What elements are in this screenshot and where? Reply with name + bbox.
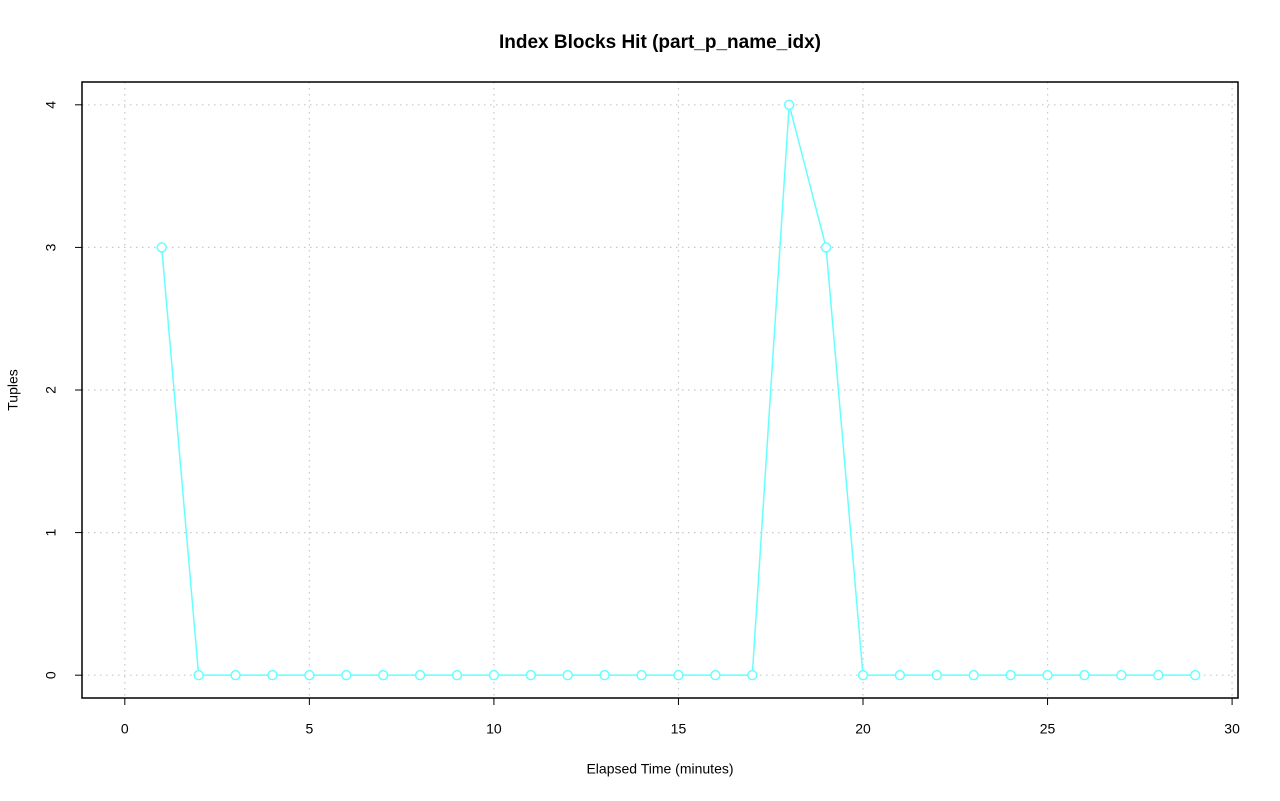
data-point: [193, 669, 204, 681]
x-tick-label: 30: [1224, 721, 1240, 737]
data-point: [747, 669, 758, 681]
x-axis-label: Elapsed Time (minutes): [586, 761, 733, 777]
data-point: [377, 669, 389, 681]
data-point: [562, 669, 573, 681]
data-point: [673, 669, 684, 681]
data-point: [710, 669, 721, 681]
data-point: [1189, 669, 1201, 681]
y-tick-label: 3: [43, 243, 59, 251]
data-point: [894, 669, 906, 681]
data-point: [968, 669, 979, 681]
data-point: [341, 669, 352, 681]
data-point: [599, 669, 610, 681]
y-tick-label: 2: [43, 386, 59, 394]
x-tick-label: 10: [486, 721, 502, 737]
y-tick-label: 4: [43, 101, 59, 109]
data-point: [1042, 669, 1053, 681]
data-point: [156, 242, 167, 253]
data-point: [525, 669, 537, 681]
data-point: [1153, 669, 1164, 681]
y-tick-label: 1: [43, 528, 59, 536]
data-point: [451, 669, 463, 681]
x-tick-label: 25: [1040, 721, 1056, 737]
data-point: [488, 669, 500, 681]
plot-frame: [81, 81, 1239, 699]
data-point: [230, 669, 241, 681]
y-tick-label: 0: [43, 671, 59, 679]
x-tick-label: 20: [855, 721, 871, 737]
data-point: [636, 669, 647, 681]
data-point: [1079, 669, 1090, 681]
x-tick-label: 5: [305, 721, 313, 737]
x-tick-label: 0: [121, 721, 129, 737]
data-point: [820, 242, 832, 253]
data-point: [304, 669, 315, 681]
data-point: [857, 669, 869, 681]
data-point: [414, 669, 426, 681]
data-point: [931, 669, 943, 681]
data-point: [267, 669, 278, 681]
data-point: [1116, 669, 1127, 681]
chart-title: Index Blocks Hit (part_p_name_idx): [499, 32, 821, 53]
data-point: [1005, 669, 1016, 681]
data-point: [783, 99, 795, 111]
x-tick-label: 15: [671, 721, 687, 737]
y-axis-label: Tuples: [5, 369, 21, 411]
